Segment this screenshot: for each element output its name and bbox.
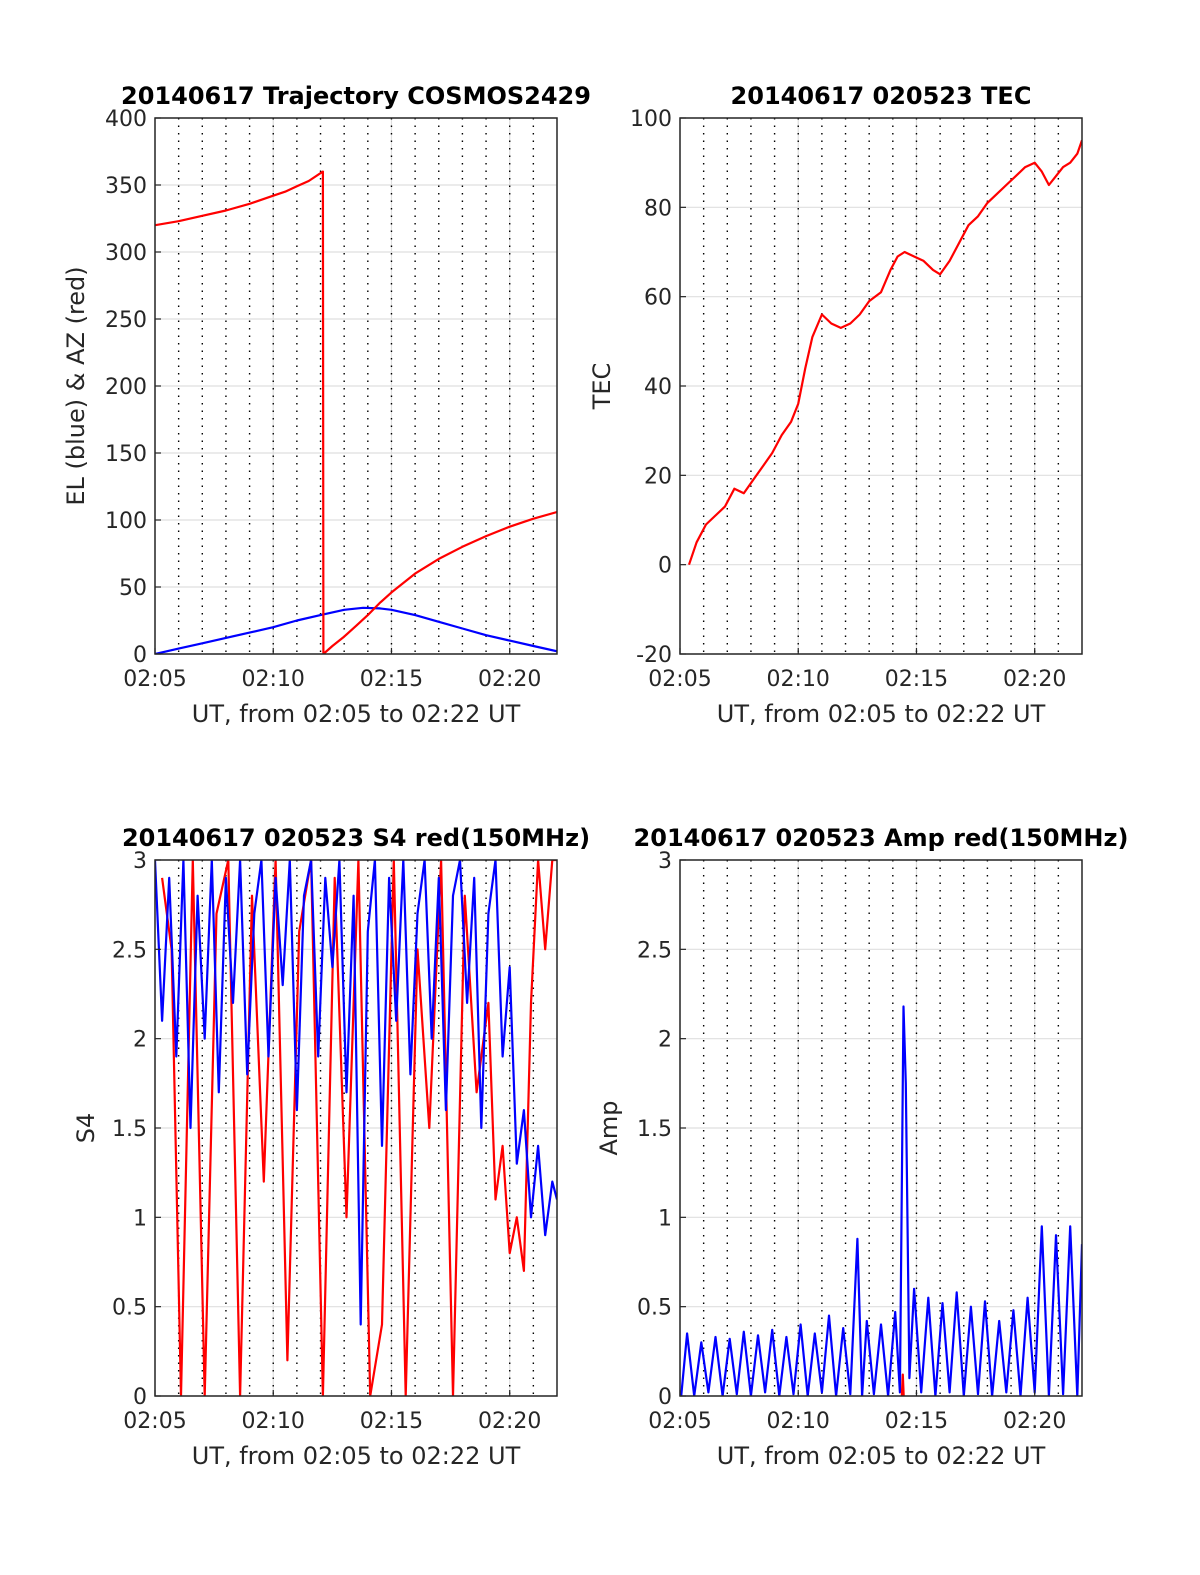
amp-xtick-label-2: 02:15	[885, 1409, 948, 1434]
trajectory-ytick-label-4: 200	[105, 375, 147, 400]
s4-xtick-label-1: 02:10	[242, 1409, 305, 1434]
s4-ytick-label-1: 0.5	[112, 1296, 147, 1321]
tec-xlabel: UT, from 02:05 to 02:22 UT	[717, 700, 1046, 728]
trajectory-ytick-label-6: 300	[105, 241, 147, 266]
tec-ytick-label-3: 40	[644, 375, 672, 400]
amp-series-0	[680, 1005, 1082, 1396]
s4-xtick-label-2: 02:15	[360, 1409, 423, 1434]
s4-series-1	[155, 860, 557, 1326]
amp-panel: 02:05 02:10 02:15 02:20 0 0.5 1 1.5 2 2.5 32014061…	[595, 824, 1128, 1470]
tec-xtick-label-1: 02:10	[767, 667, 830, 692]
trajectory-xlabel: UT, from 02:05 to 02:22 UT	[192, 700, 521, 728]
amp-xlabel: UT, from 02:05 to 02:22 UT	[717, 1442, 1046, 1470]
tec-xtick-label-0: 02:05	[648, 667, 711, 692]
trajectory-series-0	[155, 606, 557, 654]
s4-title: 20140617 020523 S4 red(150MHz)	[122, 824, 590, 852]
trajectory-ytick-label-7: 350	[105, 174, 147, 199]
trajectory-xtick-label-1: 02:10	[242, 667, 305, 692]
amp-ytick-label-0: 0	[658, 1385, 672, 1410]
s4-series-0	[161, 860, 557, 1396]
s4-ytick-label-3: 1.5	[112, 1117, 147, 1142]
s4-ylabel: S4	[72, 1113, 100, 1144]
amp-ytick-label-1: 0.5	[637, 1296, 672, 1321]
s4-ytick-label-2: 1	[133, 1206, 147, 1231]
tec-ytick-label-6: 100	[630, 107, 672, 132]
tec-panel: 02:05 02:10 02:15 02:20 -20 0 20 40 60 80 100 20140…	[588, 82, 1083, 728]
trajectory-xtick-label-0: 02:05	[123, 667, 186, 692]
trajectory-xtick-label-3: 02:20	[478, 667, 541, 692]
amp-ylabel: Amp	[595, 1100, 623, 1155]
trajectory-title: 20140617 Trajectory COSMOS2429	[121, 82, 591, 110]
s4-ytick-label-5: 2.5	[112, 938, 147, 963]
s4-xtick-label-3: 02:20	[478, 1409, 541, 1434]
s4-ytick-label-4: 2	[133, 1028, 147, 1053]
amp-ytick-label-3: 1.5	[637, 1117, 672, 1142]
tec-ytick-label-1: 0	[658, 554, 672, 579]
amp-series-1	[900, 1373, 905, 1396]
amp-ytick-label-4: 2	[658, 1028, 672, 1053]
tec-ytick-label-5: 80	[644, 196, 672, 221]
tec-title: 20140617 020523 TEC	[731, 82, 1032, 110]
tec-series-0	[687, 139, 1082, 566]
trajectory-ytick-label-1: 50	[119, 576, 147, 601]
trajectory-ytick-label-0: 0	[133, 643, 147, 668]
tec-ytick-label-0: -20	[636, 643, 672, 668]
tec-xtick-label-3: 02:20	[1003, 667, 1066, 692]
trajectory-xtick-label-2: 02:15	[360, 667, 423, 692]
tec-ytick-label-4: 60	[644, 286, 672, 311]
amp-title: 20140617 020523 Amp red(150MHz)	[634, 824, 1129, 852]
amp-xtick-label-3: 02:20	[1003, 1409, 1066, 1434]
trajectory-ytick-label-3: 150	[105, 442, 147, 467]
amp-ytick-label-5: 2.5	[637, 938, 672, 963]
tec-ytick-label-2: 20	[644, 464, 672, 489]
trajectory-series-1	[155, 170, 557, 654]
amp-xtick-label-1: 02:10	[767, 1409, 830, 1434]
s4-ytick-label-0: 0	[133, 1385, 147, 1410]
trajectory-ytick-label-2: 100	[105, 509, 147, 534]
tec-xtick-label-2: 02:15	[885, 667, 948, 692]
trajectory-ytick-label-5: 250	[105, 308, 147, 333]
amp-ytick-label-2: 1	[658, 1206, 672, 1231]
trajectory-ylabel: EL (blue) & AZ (red)	[62, 266, 90, 505]
amp-xtick-label-0: 02:05	[648, 1409, 711, 1434]
s4-panel: 02:05 02:10 02:15 02:20 0 0.5 1 1.5 2 2.5 32014061…	[72, 824, 590, 1470]
trajectory-panel: 02:05 02:10 02:15 02:20 0 50 100 150 200 250 300 35…	[62, 82, 591, 728]
amp-ytick-label-6: 3	[658, 849, 672, 874]
trajectory-ytick-label-8: 400	[105, 107, 147, 132]
s4-xlabel: UT, from 02:05 to 02:22 UT	[192, 1442, 521, 1470]
s4-xtick-label-0: 02:05	[123, 1409, 186, 1434]
s4-ytick-label-6: 3	[133, 849, 147, 874]
tec-ylabel: TEC	[588, 363, 616, 411]
